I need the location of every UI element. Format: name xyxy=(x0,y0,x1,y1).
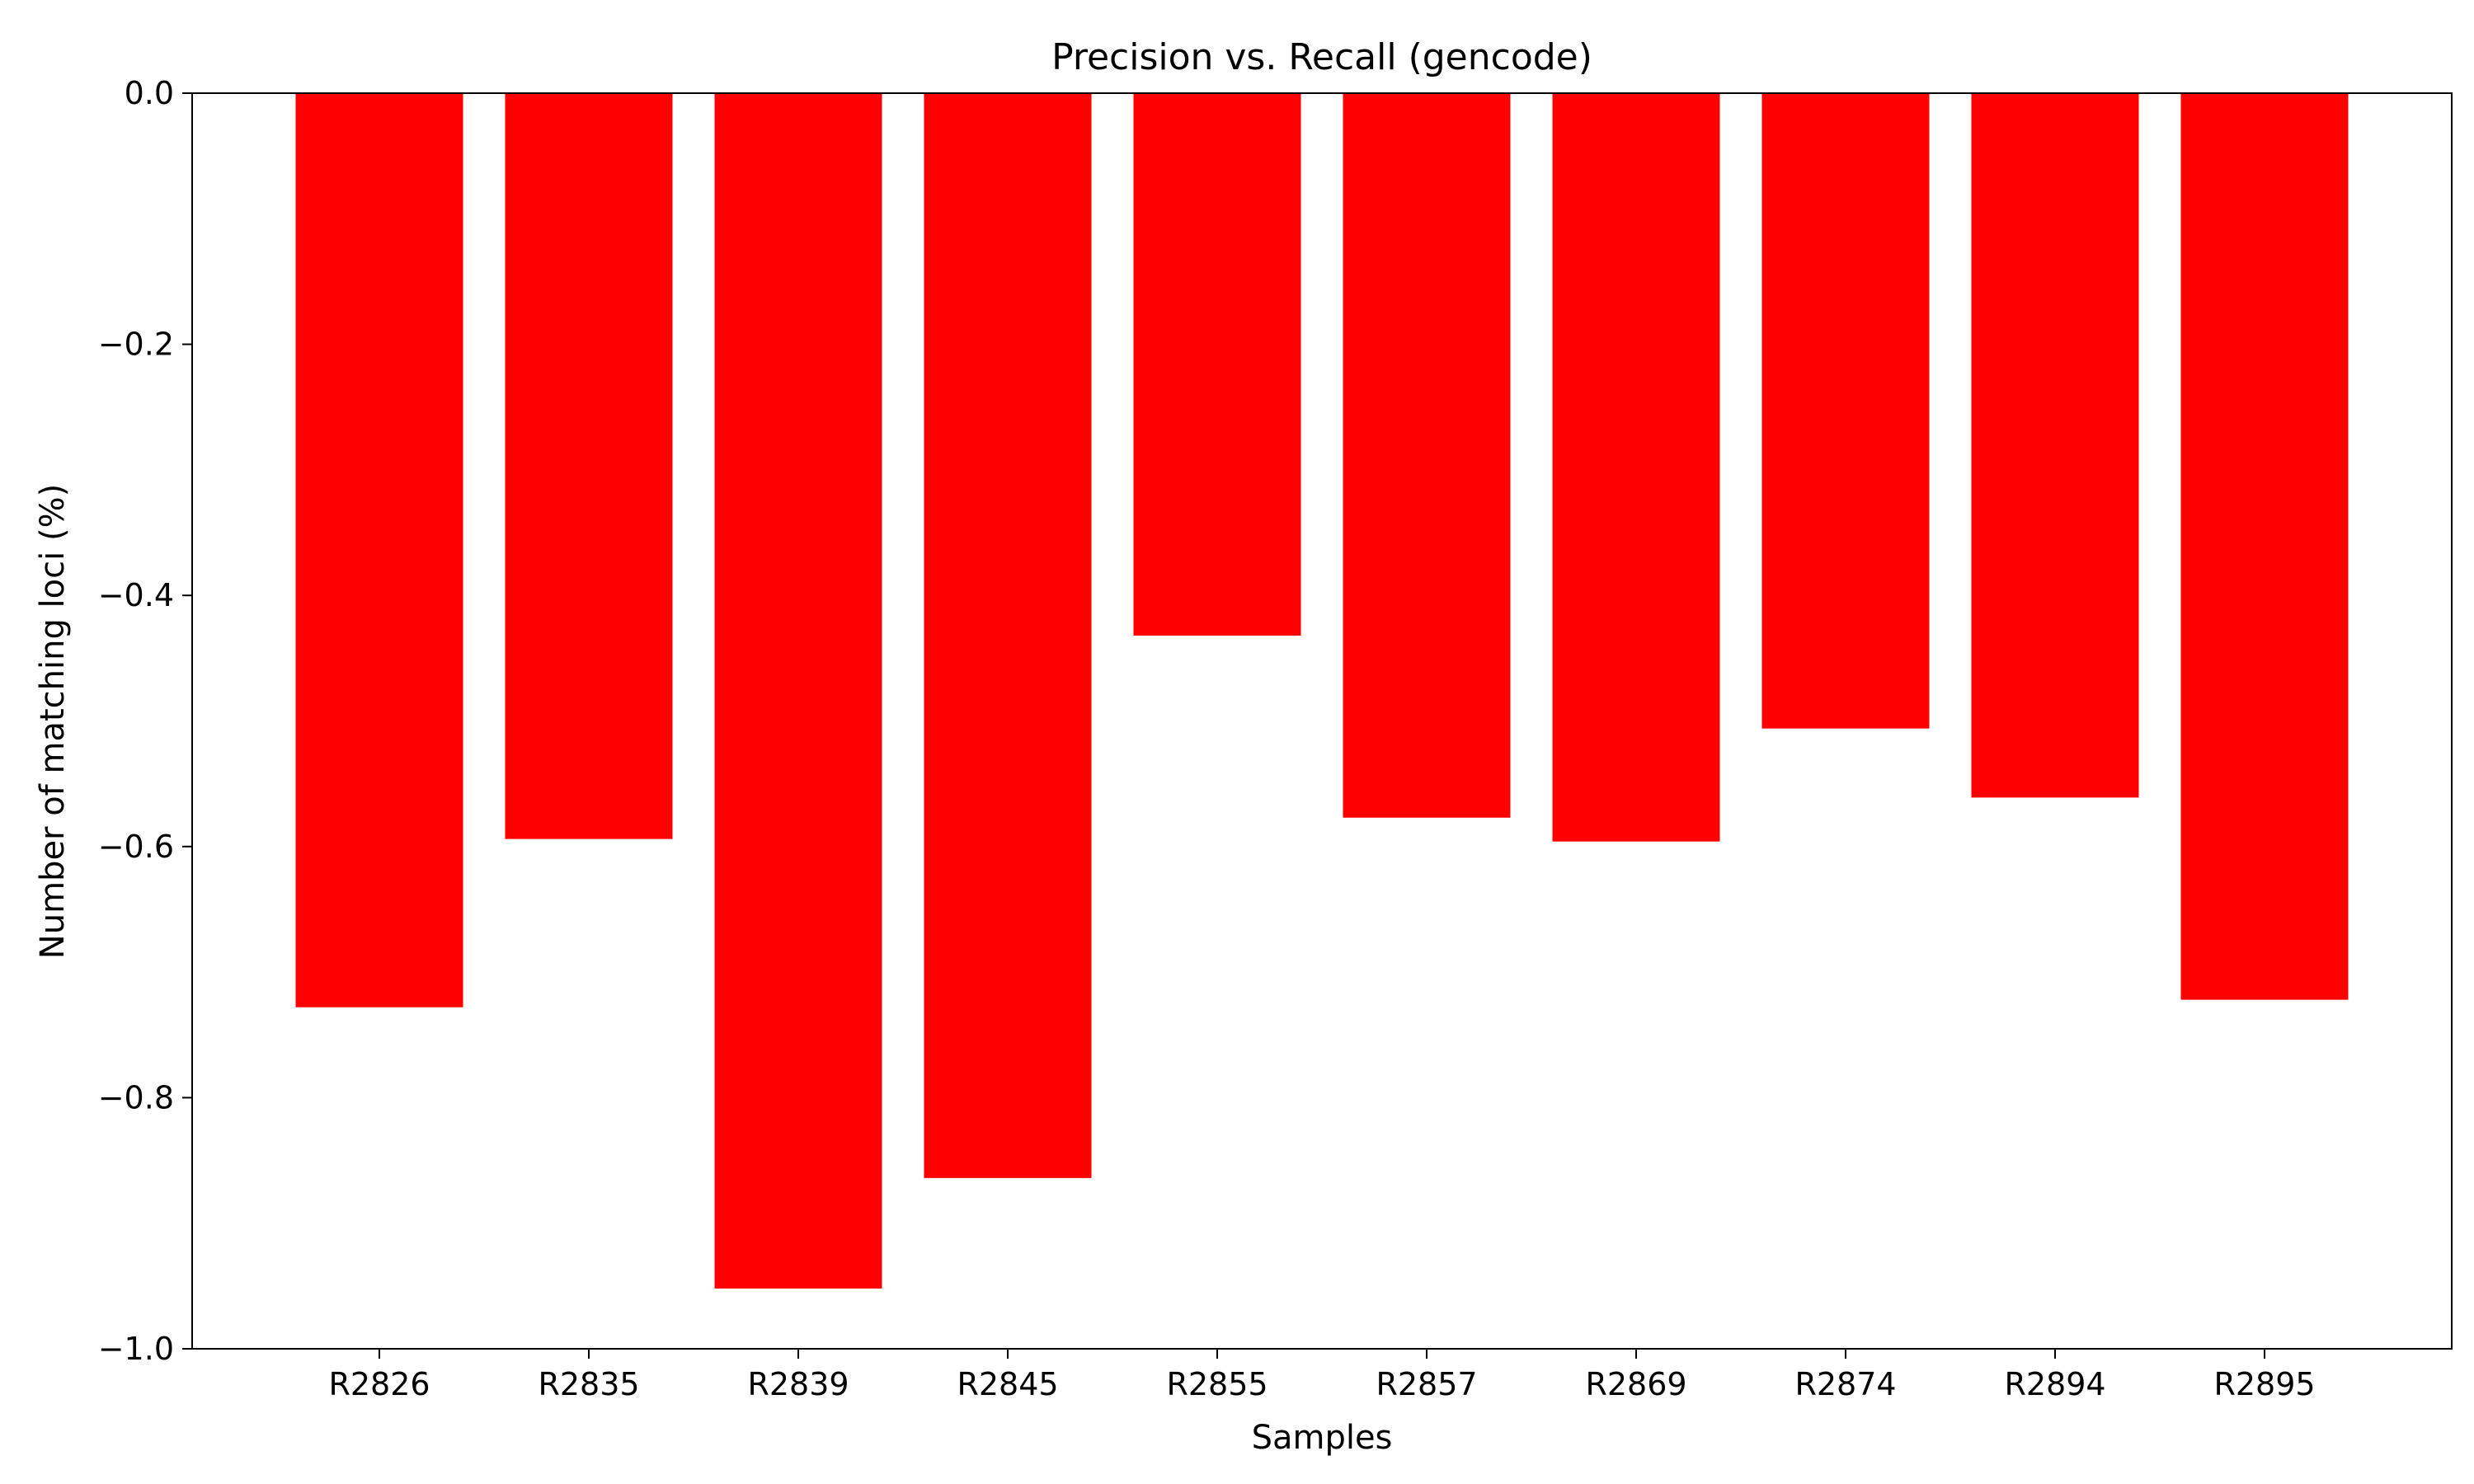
bar-r2855 xyxy=(1133,93,1301,636)
y-tick-label: −1.0 xyxy=(98,1331,174,1367)
bars-group xyxy=(295,93,2349,1289)
y-tick-label: −0.2 xyxy=(98,326,174,363)
bar-r2895 xyxy=(2180,93,2349,1000)
y-tick-label: −0.8 xyxy=(98,1079,174,1115)
chart-title: Precision vs. Recall (gencode) xyxy=(1051,36,1592,78)
x-tick-label: R2869 xyxy=(1585,1366,1686,1402)
y-tick-label: −0.6 xyxy=(98,829,174,865)
x-tick-label: R2895 xyxy=(2213,1366,2315,1402)
y-axis-label: Number of matching loci (%) xyxy=(34,484,72,959)
bar-r2894 xyxy=(1971,93,2139,798)
bar-r2869 xyxy=(1552,93,1720,842)
x-tick-label: R2835 xyxy=(538,1366,639,1402)
x-tick-label: R2845 xyxy=(957,1366,1058,1402)
x-tick-label: R2839 xyxy=(747,1366,849,1402)
x-axis-label: Samples xyxy=(1252,1419,1393,1457)
bar-r2839 xyxy=(714,93,882,1289)
bar-r2835 xyxy=(505,93,673,839)
x-axis: R2826 R2835 R2839 R2845 R2855 R2857 R2869 R2874… xyxy=(328,1349,2316,1402)
x-tick-label: R2857 xyxy=(1376,1366,1477,1402)
bar-r2826 xyxy=(295,93,463,1007)
bar-r2874 xyxy=(1761,93,1930,729)
y-axis: 0.0 −0.2 −0.4 −0.6 −0.8 −1.0 xyxy=(98,75,192,1367)
x-tick-label: R2874 xyxy=(1794,1366,1896,1402)
y-tick-label: 0.0 xyxy=(125,75,174,111)
plot-frame xyxy=(191,92,2453,1350)
x-tick-label: R2894 xyxy=(2004,1366,2105,1402)
y-tick-label: −0.4 xyxy=(98,577,174,613)
bar-r2857 xyxy=(1343,93,1511,818)
bar-r2845 xyxy=(924,93,1092,1178)
x-tick-label: R2826 xyxy=(328,1366,430,1402)
x-tick-label: R2855 xyxy=(1166,1366,1268,1402)
